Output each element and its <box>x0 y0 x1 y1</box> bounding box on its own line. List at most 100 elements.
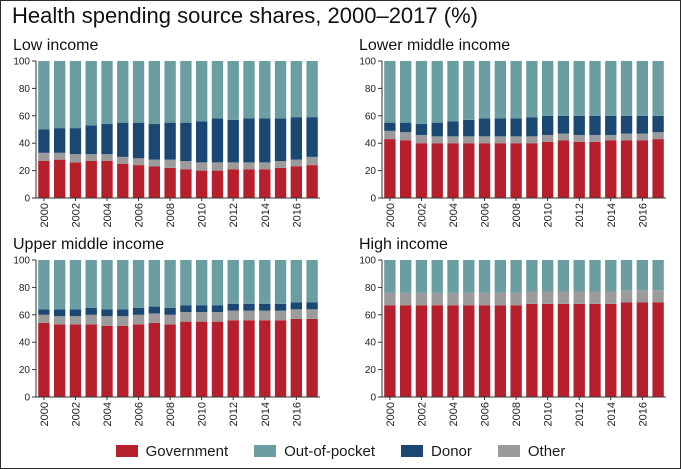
bar-other <box>541 134 554 142</box>
x-tick-label: 2004 <box>448 203 460 227</box>
x-tick-label: 2012 <box>574 203 586 227</box>
bar-donor <box>101 309 113 317</box>
bar-other <box>180 161 192 170</box>
bar-out-of-pocket <box>541 260 554 292</box>
bar-government <box>652 139 664 198</box>
bar-other <box>195 312 208 322</box>
bar-out-of-pocket <box>431 61 443 123</box>
bar-other <box>53 316 66 325</box>
bar-government <box>69 324 82 397</box>
bar-government <box>243 320 255 397</box>
bar-donor <box>227 303 239 311</box>
bar-out-of-pocket <box>306 61 318 118</box>
plot-area <box>36 61 320 198</box>
legend-swatch-donor <box>401 445 424 457</box>
bar-other <box>259 162 271 170</box>
bar-out-of-pocket <box>510 260 522 293</box>
bar-other <box>478 136 491 144</box>
panel-high-income: High income 0 20 40 60 80 100 2000 2002 2004 2006 2… <box>359 236 666 426</box>
bar-out-of-pocket <box>132 260 145 308</box>
bar-other <box>53 152 66 160</box>
bar-government <box>620 140 633 198</box>
bar-donor <box>132 122 145 159</box>
y-tick-label: 20 <box>365 365 377 376</box>
bar-other <box>211 312 224 322</box>
bar-other <box>494 292 507 306</box>
bar-other <box>290 309 303 319</box>
bar-other <box>494 136 507 144</box>
y-tick-label: 100 <box>13 256 30 267</box>
x-tick-label: 2008 <box>165 203 177 227</box>
x-tick-label: 2016 <box>637 402 649 426</box>
bar-government <box>541 303 554 397</box>
bar-donor <box>117 122 129 157</box>
bar-other <box>132 158 145 166</box>
bar-out-of-pocket <box>652 61 664 116</box>
bar-other <box>101 154 113 162</box>
bar-other <box>164 159 176 168</box>
bar-government <box>117 163 129 198</box>
bar-donor <box>274 303 287 311</box>
bar-government <box>510 305 522 397</box>
bar-other <box>447 136 459 144</box>
bar-other <box>274 161 287 168</box>
bar-out-of-pocket <box>589 260 601 292</box>
plot-area <box>36 260 320 397</box>
bar-donor <box>620 115 633 134</box>
x-tick-label: 2006 <box>480 203 492 227</box>
bar-out-of-pocket <box>447 61 459 122</box>
bar-out-of-pocket <box>415 260 428 293</box>
x-tick-label: 2002 <box>416 402 428 426</box>
y-tick-label: 40 <box>19 139 31 150</box>
bar-other <box>620 133 633 141</box>
bar-donor <box>195 121 208 163</box>
bar-donor <box>415 124 428 135</box>
bar-out-of-pocket <box>164 61 176 123</box>
y-tick-label: 0 <box>24 194 30 205</box>
bar-other <box>573 291 585 304</box>
legend-label-other: Other <box>527 442 566 460</box>
figure-title: Health spending source shares, 2000–2017… <box>12 3 478 28</box>
x-tick-label: 2000 <box>385 203 397 227</box>
bar-government <box>180 321 192 397</box>
bar-other <box>306 309 318 319</box>
bar-other <box>605 134 617 141</box>
bar-out-of-pocket <box>274 61 287 119</box>
bar-out-of-pocket <box>290 61 303 118</box>
x-tick-label: 2012 <box>228 402 240 426</box>
bar-donor <box>463 119 475 137</box>
bar-out-of-pocket <box>494 61 507 119</box>
bar-out-of-pocket <box>69 260 82 310</box>
bar-government <box>573 141 585 198</box>
bar-government <box>384 305 396 397</box>
bar-donor <box>69 128 82 155</box>
x-tick-label: 2008 <box>511 203 523 227</box>
bar-government <box>290 318 303 397</box>
bar-other <box>164 314 176 325</box>
bar-government <box>148 323 161 397</box>
x-tick-label: 2014 <box>260 402 272 426</box>
bar-out-of-pocket <box>478 61 491 119</box>
x-tick-label: 2000 <box>385 402 397 426</box>
y-tick-label: 20 <box>19 166 31 177</box>
bar-donor <box>85 307 97 315</box>
bar-out-of-pocket <box>243 260 255 304</box>
bar-out-of-pocket <box>605 61 617 116</box>
legend-label-donor: Donor <box>431 442 472 460</box>
bar-other <box>38 152 50 162</box>
bar-other <box>652 290 664 303</box>
bar-other <box>227 310 239 321</box>
bar-out-of-pocket <box>53 260 66 310</box>
bar-out-of-pocket <box>290 260 303 303</box>
y-tick-label: 80 <box>19 84 31 95</box>
bar-government <box>85 161 97 198</box>
bar-government <box>652 302 664 397</box>
bar-donor <box>259 118 271 163</box>
bar-donor <box>101 124 113 155</box>
bar-government <box>211 170 224 198</box>
bar-government <box>274 320 287 397</box>
bar-government <box>195 321 208 397</box>
bar-out-of-pocket <box>620 260 633 291</box>
panel-low-income: Low income 0 20 40 60 80 100 2000 2002 2004 2006 20… <box>13 37 320 227</box>
bar-government <box>605 303 617 397</box>
